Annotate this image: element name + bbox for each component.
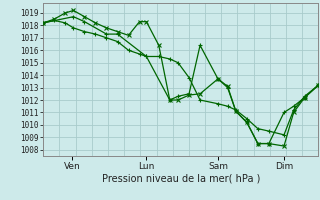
X-axis label: Pression niveau de la mer( hPa ): Pression niveau de la mer( hPa ) <box>102 173 260 183</box>
